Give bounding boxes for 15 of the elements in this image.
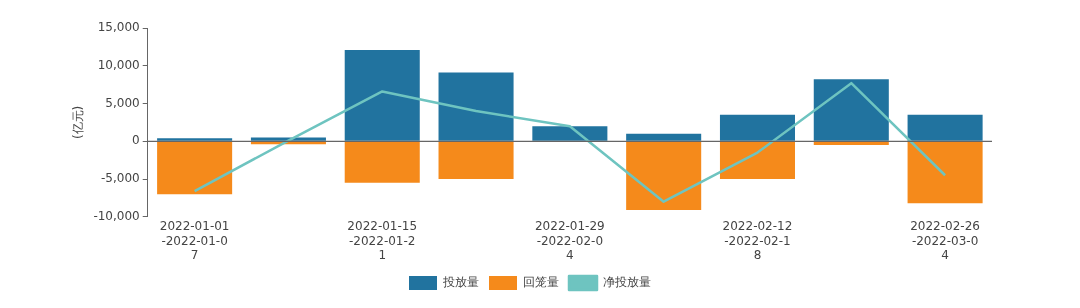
y-axis-title: (亿元)	[71, 105, 86, 140]
legend-label: 投放量	[442, 275, 479, 290]
y-tick-label: -5,000	[101, 171, 140, 186]
x-tick-label: 2022-02-12-2022-02-18	[722, 219, 793, 262]
y-tick-label: 0	[132, 133, 140, 148]
x-tick-label: 2022-01-15-2022-01-21	[347, 219, 418, 262]
legend-label: 净投放量	[603, 275, 651, 290]
y-tick-label: 15,000	[97, 20, 140, 35]
legend-label: 回笼量	[523, 275, 559, 290]
y-tick-label: 10,000	[97, 57, 140, 72]
x-tick-label: 2022-01-29-2022-02-04	[534, 219, 605, 262]
y-tick-label: -10,000	[93, 208, 140, 223]
x-tick-label: 2022-01-01-2022-01-07	[159, 219, 230, 262]
y-tick-label: 5,000	[105, 95, 140, 110]
x-tick-label: 2022-02-26-2022-03-04	[910, 219, 980, 262]
